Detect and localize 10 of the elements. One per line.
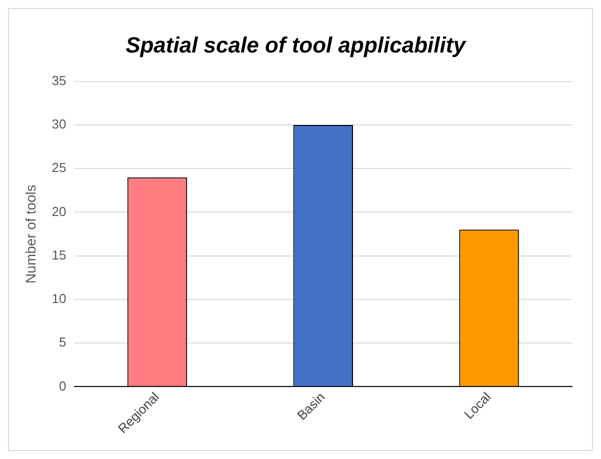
y-tick-label: 0	[59, 378, 66, 394]
y-tick-label: 30	[52, 116, 66, 132]
chart-title: Spatial scale of tool applicability	[126, 32, 468, 58]
y-tick-label: 35	[52, 72, 66, 88]
y-tick-label: 5	[59, 334, 66, 350]
y-tick-label: 10	[52, 291, 66, 306]
y-tick-label: 20	[52, 204, 66, 219]
y-tick-label: 25	[52, 160, 66, 176]
y-axis-title: Number of tools	[22, 184, 38, 284]
y-tick-label: 15	[52, 247, 66, 262]
